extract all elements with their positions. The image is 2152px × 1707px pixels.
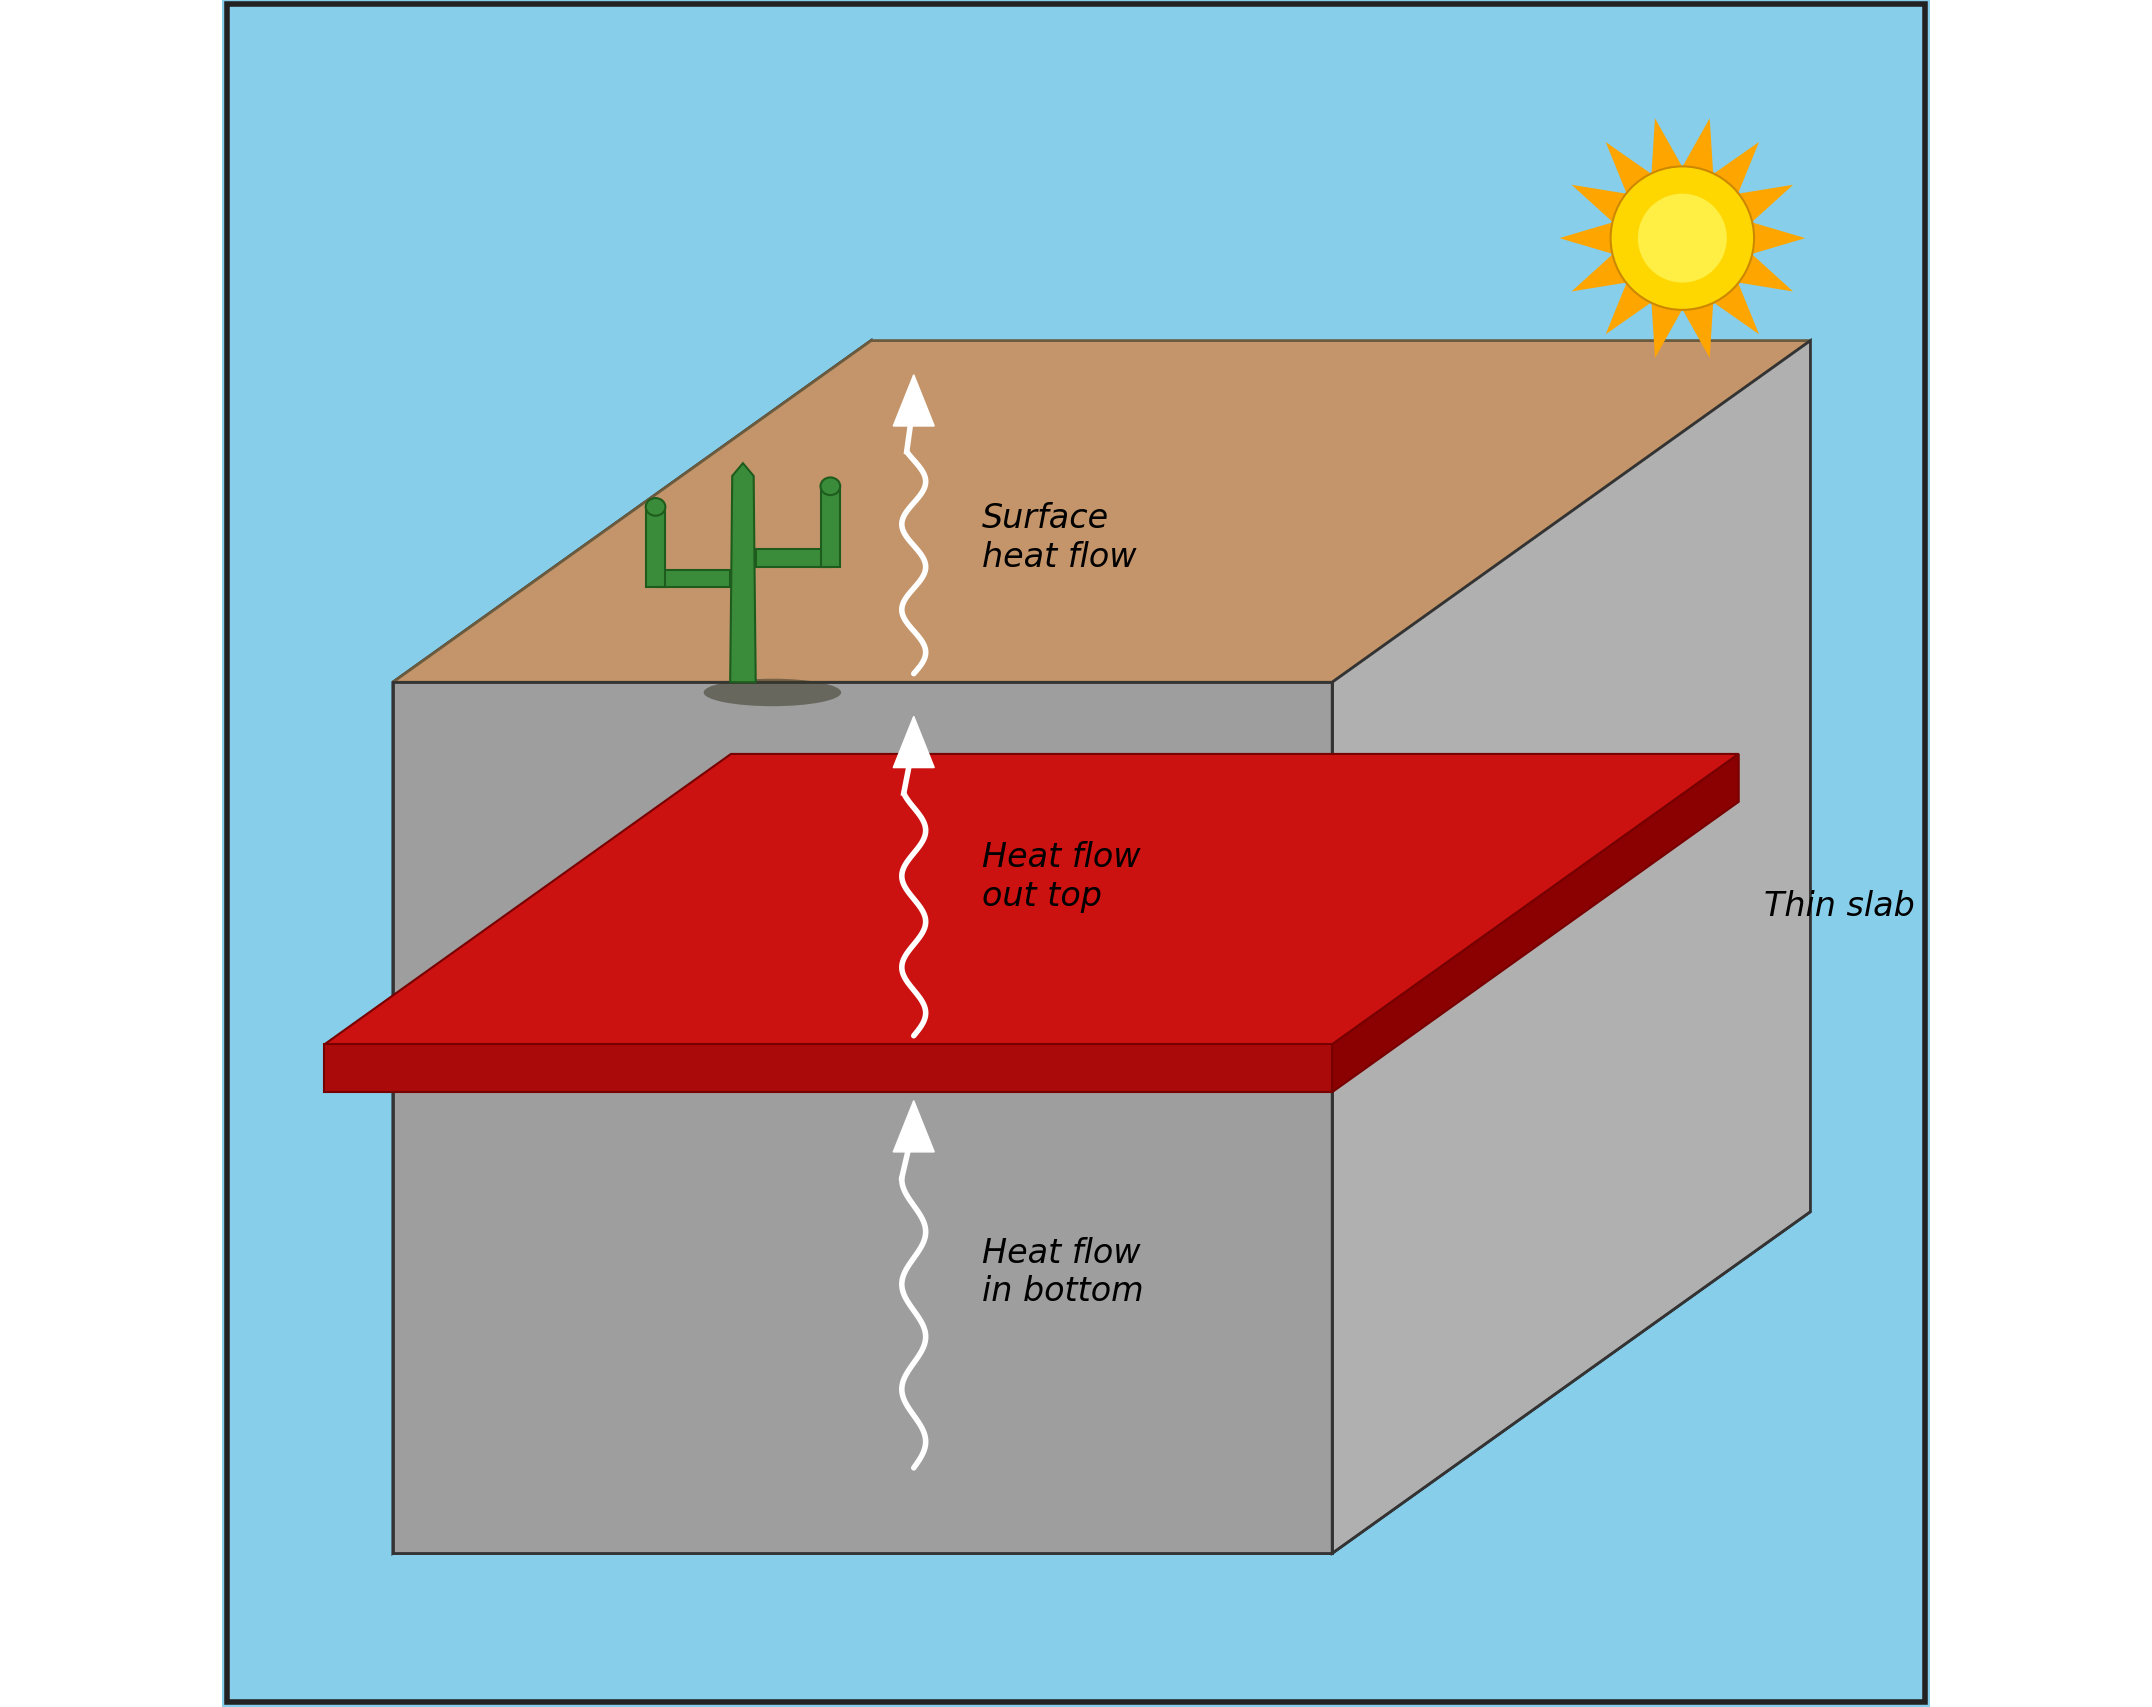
Ellipse shape: [646, 498, 665, 517]
Polygon shape: [394, 341, 1810, 683]
Polygon shape: [1571, 186, 1627, 222]
Text: Heat flow
in bottom: Heat flow in bottom: [981, 1236, 1143, 1308]
Polygon shape: [893, 376, 934, 427]
Polygon shape: [1332, 341, 1810, 1553]
Polygon shape: [730, 464, 755, 683]
Polygon shape: [325, 1045, 1332, 1092]
Ellipse shape: [704, 679, 841, 707]
Polygon shape: [893, 1101, 934, 1152]
Polygon shape: [394, 1212, 1810, 1553]
Circle shape: [1638, 195, 1726, 283]
Text: Heat flow
out top: Heat flow out top: [981, 842, 1141, 912]
Polygon shape: [1739, 256, 1793, 292]
Polygon shape: [1713, 283, 1758, 335]
Polygon shape: [1605, 143, 1651, 195]
Polygon shape: [755, 550, 831, 567]
Circle shape: [1610, 167, 1754, 311]
Polygon shape: [1683, 119, 1713, 174]
Polygon shape: [1651, 119, 1683, 174]
Polygon shape: [394, 341, 872, 1553]
Polygon shape: [222, 0, 1930, 1707]
Polygon shape: [1752, 224, 1806, 254]
Polygon shape: [1713, 143, 1758, 195]
Polygon shape: [1560, 224, 1612, 254]
Polygon shape: [656, 570, 730, 589]
Polygon shape: [1332, 754, 1739, 1092]
Ellipse shape: [820, 478, 839, 495]
Polygon shape: [893, 717, 934, 768]
Polygon shape: [1683, 304, 1713, 358]
Polygon shape: [1605, 283, 1651, 335]
Polygon shape: [1739, 186, 1793, 222]
Text: Thin slab: Thin slab: [1765, 889, 1915, 923]
Polygon shape: [394, 683, 1332, 1553]
Polygon shape: [325, 754, 1739, 1045]
Polygon shape: [646, 507, 665, 589]
Polygon shape: [820, 486, 839, 567]
Polygon shape: [1651, 304, 1683, 358]
Text: Surface
heat flow: Surface heat flow: [981, 502, 1136, 574]
Polygon shape: [1571, 256, 1627, 292]
